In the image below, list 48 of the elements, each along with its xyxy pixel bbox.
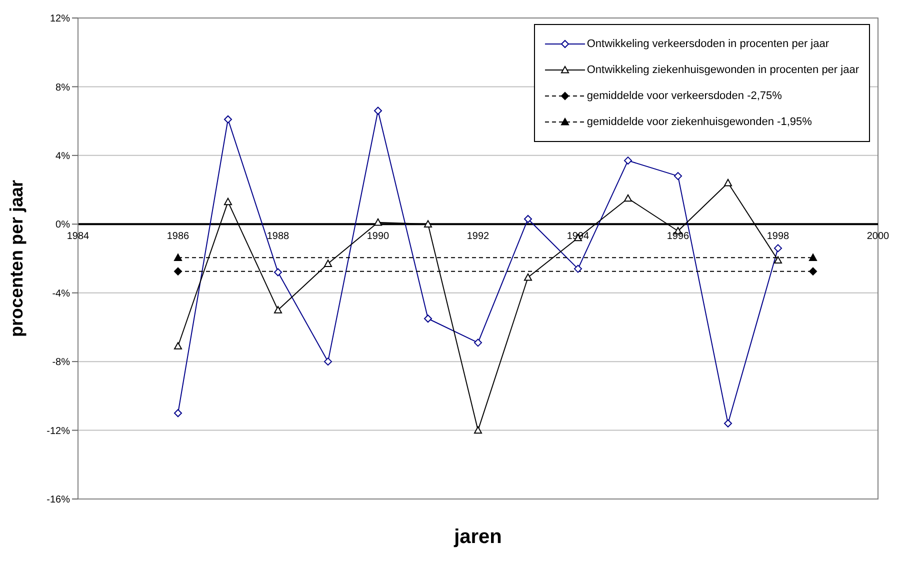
- x-tick-label: 1998: [766, 231, 790, 242]
- y-axis-title: procenten per jaar: [6, 180, 26, 338]
- point: [224, 115, 232, 124]
- point: [809, 267, 817, 276]
- point: [274, 306, 282, 314]
- point: [374, 106, 382, 115]
- point: [324, 260, 332, 267]
- x-tick-label: 1984: [66, 231, 90, 242]
- legend-label: Ontwikkeling verkeersdoden in procenten per jaar: [586, 38, 830, 50]
- point: [324, 358, 332, 366]
- point: [274, 268, 282, 276]
- point: [374, 218, 382, 226]
- x-tick-label: 1996: [666, 231, 690, 242]
- y-tick-label: 4%: [56, 150, 70, 162]
- point: [524, 214, 532, 223]
- point: [424, 220, 432, 228]
- x-axis-title: jaren: [453, 526, 502, 548]
- point: [574, 264, 582, 273]
- point: [724, 178, 732, 186]
- y-tick-label: -8%: [52, 357, 70, 368]
- point: [174, 267, 182, 276]
- point: [624, 194, 632, 202]
- y-tick-label: -12%: [46, 426, 70, 437]
- x-tick-label: 1992: [466, 231, 490, 242]
- point: [174, 342, 182, 350]
- point: [224, 198, 232, 206]
- point: [774, 256, 782, 264]
- legend-label: gemiddelde voor ziekenhuisgewonden -1,95%: [586, 116, 812, 128]
- y-tick-label: -16%: [46, 494, 70, 506]
- point: [674, 172, 682, 180]
- point: [524, 273, 532, 281]
- point: [774, 244, 782, 252]
- y-tick-label: 8%: [56, 82, 70, 94]
- point: [474, 426, 482, 434]
- x-tick-label: 1986: [166, 231, 190, 242]
- x-tick-label: 1988: [266, 231, 290, 242]
- point: [174, 409, 182, 418]
- point: [624, 156, 632, 165]
- x-tick-label: 2000: [866, 231, 890, 242]
- y-tick-label: 12%: [50, 14, 70, 25]
- point: [724, 419, 732, 428]
- y-tick-label: -4%: [52, 288, 70, 300]
- point: [474, 338, 482, 347]
- legend-label: gemiddelde voor verkeersdoden -2,75%: [586, 90, 782, 102]
- y-tick-label: 0%: [56, 220, 70, 231]
- point: [424, 314, 432, 323]
- legend-label: Ontwikkeling ziekenhuisgewonden in procenten per jaar: [586, 64, 859, 76]
- x-tick-label: 1990: [366, 231, 390, 242]
